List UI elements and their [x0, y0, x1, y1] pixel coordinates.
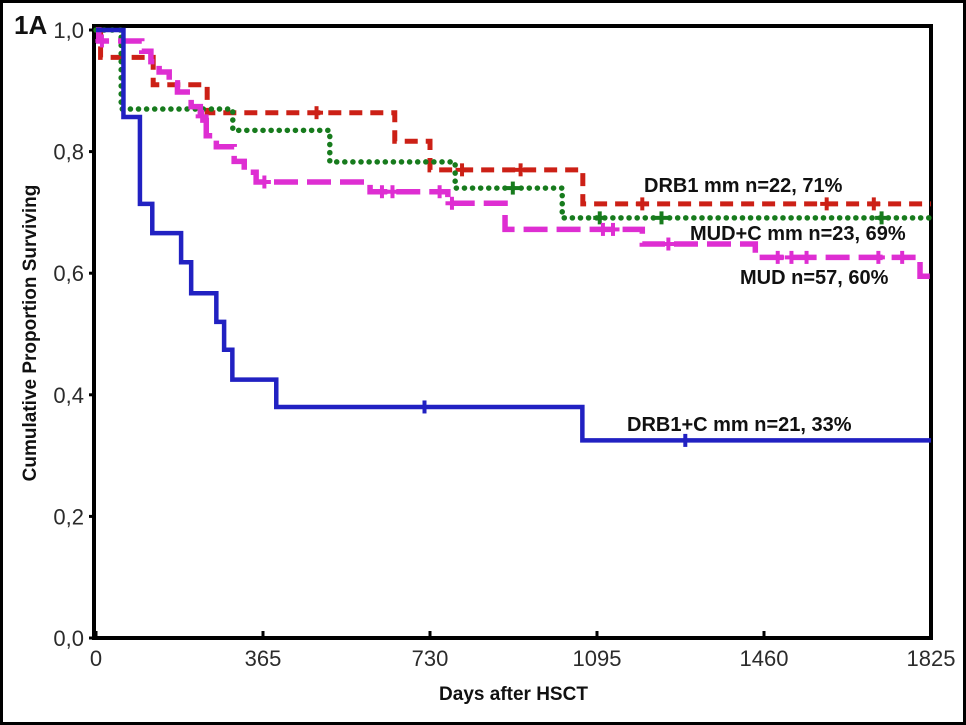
x-tick-label: 730 — [412, 646, 449, 671]
x-tick-label: 1460 — [740, 646, 789, 671]
survival-curve-MUD — [95, 27, 931, 279]
series-label-DRB1-mm: DRB1 mm n=22, 71% — [644, 175, 843, 197]
y-tick-label: 0,6 — [53, 261, 84, 286]
panel-label: 1A — [14, 10, 48, 40]
x-tick-label: 1095 — [573, 646, 622, 671]
survival-curve-DRB1-C-mm — [96, 27, 931, 443]
survival-curve-MUD-C-mm — [93, 27, 934, 221]
y-tick-label: 0,2 — [53, 504, 84, 529]
x-tick-label: 1825 — [907, 646, 956, 671]
plot-frame — [92, 24, 933, 640]
series-label-MUD: MUD n=57, 60% — [740, 267, 889, 289]
x-tick-label: 0 — [90, 646, 102, 671]
series-label-MUD-C-mm: MUD+C mm n=23, 69% — [690, 223, 906, 245]
x-tick-label: 365 — [245, 646, 282, 671]
series-label-DRB1-C-mm: DRB1+C mm n=21, 33% — [627, 414, 852, 436]
chart-content: 0 365 730 1095 1460 1825 1,0 0,8 0,6 0,4 0,2 0,0 DRB… — [53, 18, 955, 671]
y-tick-label: 0,0 — [53, 626, 84, 651]
y-tick-label: 0,4 — [53, 383, 84, 408]
y-tick-label: 1,0 — [53, 18, 84, 43]
x-axis-title: Days after HSCT — [439, 684, 588, 705]
y-tick-label: 0,8 — [53, 140, 84, 165]
